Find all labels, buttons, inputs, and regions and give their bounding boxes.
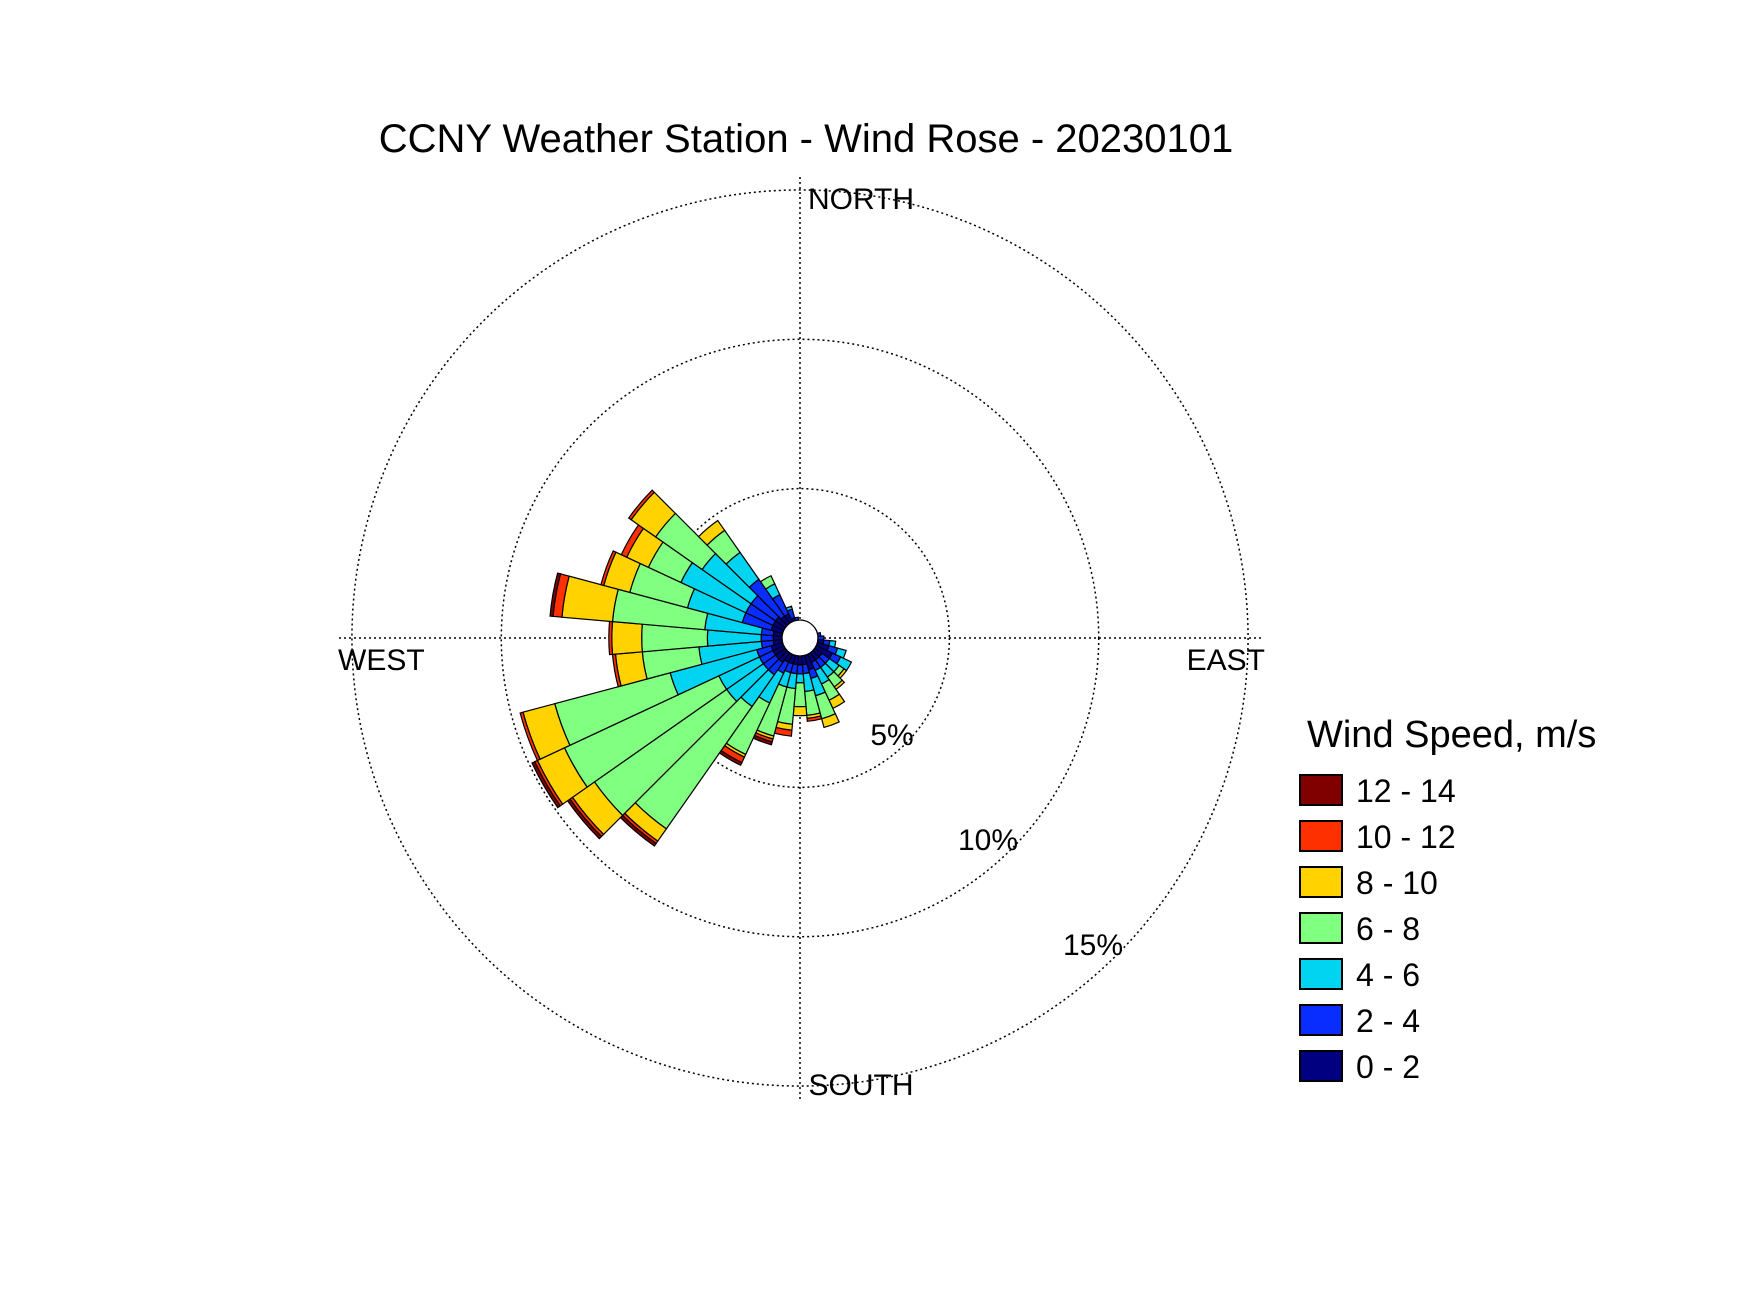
south-label: SOUTH [809,1069,914,1102]
legend: Wind Speed, m/s 12 - 14 10 - 12 8 - 10 6 - … [1299,714,1596,1085]
wedge-310-bin-5 [627,489,656,521]
wedge-250-bin-5 [519,711,541,762]
wedge-340-bin-2 [785,605,794,612]
north-label: NORTH [808,183,914,216]
legend-label: 12 - 14 [1356,773,1456,809]
legend-swatch [1299,1050,1343,1082]
legend-swatch [1299,958,1343,990]
legend-swatch [1299,866,1343,898]
chart-title: CCNY Weather Station - Wind Rose - 20230… [379,117,1234,161]
center-hole [781,619,819,657]
legend-label: 0 - 2 [1356,1049,1420,1085]
wedge-270-bin-4 [611,620,643,656]
radial-tick-label-5: 5% [870,719,913,752]
legend-swatch [1299,912,1343,944]
wedge-320-bin-4 [697,519,726,546]
legend-swatch [1299,1004,1343,1036]
east-label: EAST [1187,644,1265,677]
legend-swatch [1299,820,1343,852]
legend-title: Wind Speed, m/s [1307,714,1596,756]
wind-sectors [519,489,853,847]
wedge-280-bin-6 [549,572,562,618]
legend-label: 8 - 10 [1356,865,1438,901]
west-label: WEST [338,644,425,677]
wedge-170-bin-5 [806,715,823,722]
wedge-160-bin-4 [820,713,840,729]
radial-tick-label-10: 10% [958,824,1018,857]
wedge-240-bin-6 [531,760,562,809]
legend-label: 4 - 6 [1356,957,1420,993]
legend-label: 2 - 4 [1356,1003,1420,1039]
wedge-290-bin-5 [600,550,617,587]
polar-labels: NORTH SOUTH WEST EAST 5% 10% 15% [338,183,1265,1102]
radial-tick-label-15: 15% [1063,929,1123,962]
legend-swatch [1299,774,1343,806]
wedge-180-bin-4 [792,705,808,717]
wedge-270-bin-5 [608,620,614,656]
wedge-330-bin-3 [759,574,776,590]
grid-ring [351,189,1249,1087]
legend-label: 10 - 12 [1356,819,1456,855]
grid-ring [500,338,1100,938]
legend-label: 6 - 8 [1356,911,1420,947]
